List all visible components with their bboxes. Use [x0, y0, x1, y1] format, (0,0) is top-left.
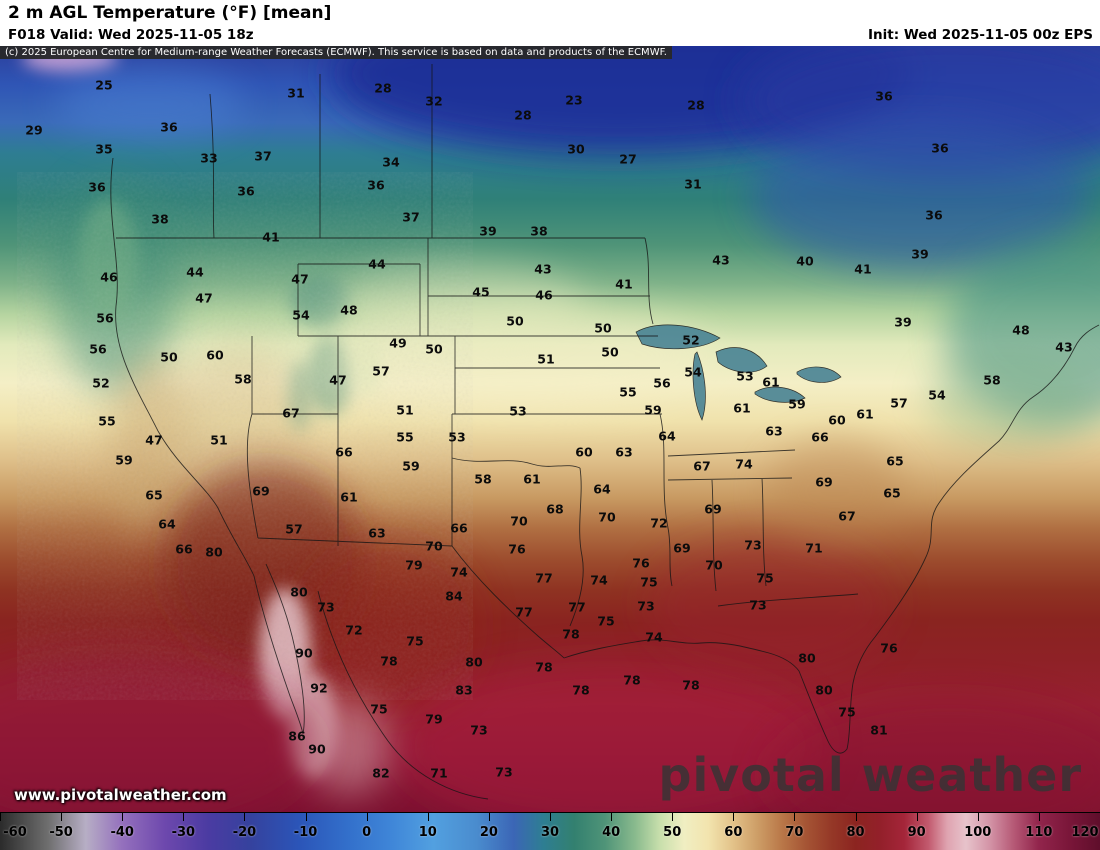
- rio-grande-border: [451, 545, 565, 659]
- mexico-west-coastline: [317, 590, 489, 800]
- colorbar-tick-label: -20: [232, 825, 257, 840]
- colorbar-tick-mark: [916, 813, 918, 821]
- colorbar-tick-label: 90: [907, 825, 926, 840]
- colorbar-tick-mark: [0, 813, 1, 821]
- colorbar-tick-label: -60: [3, 825, 27, 840]
- colorbar-tick-label: 30: [540, 825, 560, 840]
- colorbar-tick-label: -30: [171, 825, 196, 840]
- canadian-province-borders: [209, 64, 433, 239]
- colorbar-tick-mark: [855, 813, 857, 821]
- gulf-atlantic-coastline: [563, 324, 1100, 754]
- baja-coastline: [253, 563, 305, 735]
- colorbar-tick-label: 0: [362, 825, 372, 840]
- header-info-row: F018 Valid: Wed 2025-11-05 18z Init: Wed…: [0, 27, 1100, 45]
- red-river-border: [644, 237, 654, 325]
- map-canvas[interactable]: (c) 2025 European Centre for Medium-rang…: [0, 46, 1100, 812]
- lake-superior: [635, 324, 721, 350]
- temperature-field-svg: [0, 46, 1100, 812]
- terrain-texture: [55, 216, 435, 656]
- site-watermark: www.pivotalweather.com: [14, 786, 227, 804]
- map-borders: [110, 64, 1100, 800]
- colorbar-tick-mark: [733, 813, 735, 821]
- great-lakes: [635, 324, 842, 421]
- lake-ontario: [796, 366, 842, 383]
- colorbar-tick-label: -40: [110, 825, 134, 840]
- colorbar-tick-label: 20: [479, 825, 498, 840]
- colorbar-tick-label: 40: [602, 825, 621, 840]
- colorbar-tick-mark: [122, 813, 124, 821]
- colorbar-tick-mark: [488, 813, 490, 821]
- colorbar-tick-label: 50: [663, 825, 682, 840]
- colorbar-tick-label: -50: [49, 825, 73, 840]
- forecast-valid-text: F018 Valid: Wed 2025-11-05 18z: [8, 27, 254, 43]
- colorbar-tick-mark: [183, 813, 185, 821]
- map-title: 2 m AGL Temperature (°F) [mean]: [8, 3, 332, 23]
- lake-michigan: [692, 351, 706, 421]
- colorbar-tick-mark: [611, 813, 613, 821]
- colorbar-ticks: -60 -50 -40 -30 -20 -10 0 10 20 30 40 50 60 70 80 90 100…: [0, 813, 1100, 850]
- state-borders: [246, 238, 859, 627]
- colorbar-tick-mark: [427, 813, 429, 821]
- lake-huron: [715, 347, 768, 373]
- copyright-notice: (c) 2025 European Centre for Medium-rang…: [0, 46, 672, 59]
- colorbar-tick-label: 10: [418, 825, 437, 840]
- colorbar-tick-label: -10: [293, 825, 318, 840]
- brand-watermark: pivotal weather: [658, 748, 1082, 802]
- init-text: Init: Wed 2025-11-05 00z EPS: [868, 27, 1093, 43]
- header: 2 m AGL Temperature (°F) [mean] F018 Val…: [0, 0, 1100, 46]
- colorbar-tick-label: 120: [1071, 825, 1099, 840]
- colorbar-tick-mark: [244, 813, 246, 821]
- colorbar-tick-label: 100: [964, 825, 992, 840]
- colorbar-tick-mark: [366, 813, 368, 821]
- colorbar: -60 -50 -40 -30 -20 -10 0 10 20 30 40 50 60 70 80 90 100…: [0, 812, 1100, 850]
- colorbar-tick-mark: [305, 813, 307, 821]
- colorbar-tick-mark: [550, 813, 551, 821]
- colorbar-tick-label: 60: [724, 825, 743, 840]
- colorbar-tick-label: 110: [1025, 825, 1053, 840]
- colorbar-tick-mark: [672, 813, 674, 821]
- pacific-coastline: [110, 157, 255, 577]
- colorbar-tick-mark: [61, 813, 63, 821]
- colorbar-tick-mark: [794, 813, 796, 821]
- colorbar-tick-label: 80: [846, 825, 865, 840]
- colorbar-tick-label: 70: [785, 825, 804, 840]
- colorbar-tick-mark: [1038, 813, 1040, 821]
- lake-erie: [754, 386, 806, 403]
- colorbar-tick-mark: [977, 813, 979, 821]
